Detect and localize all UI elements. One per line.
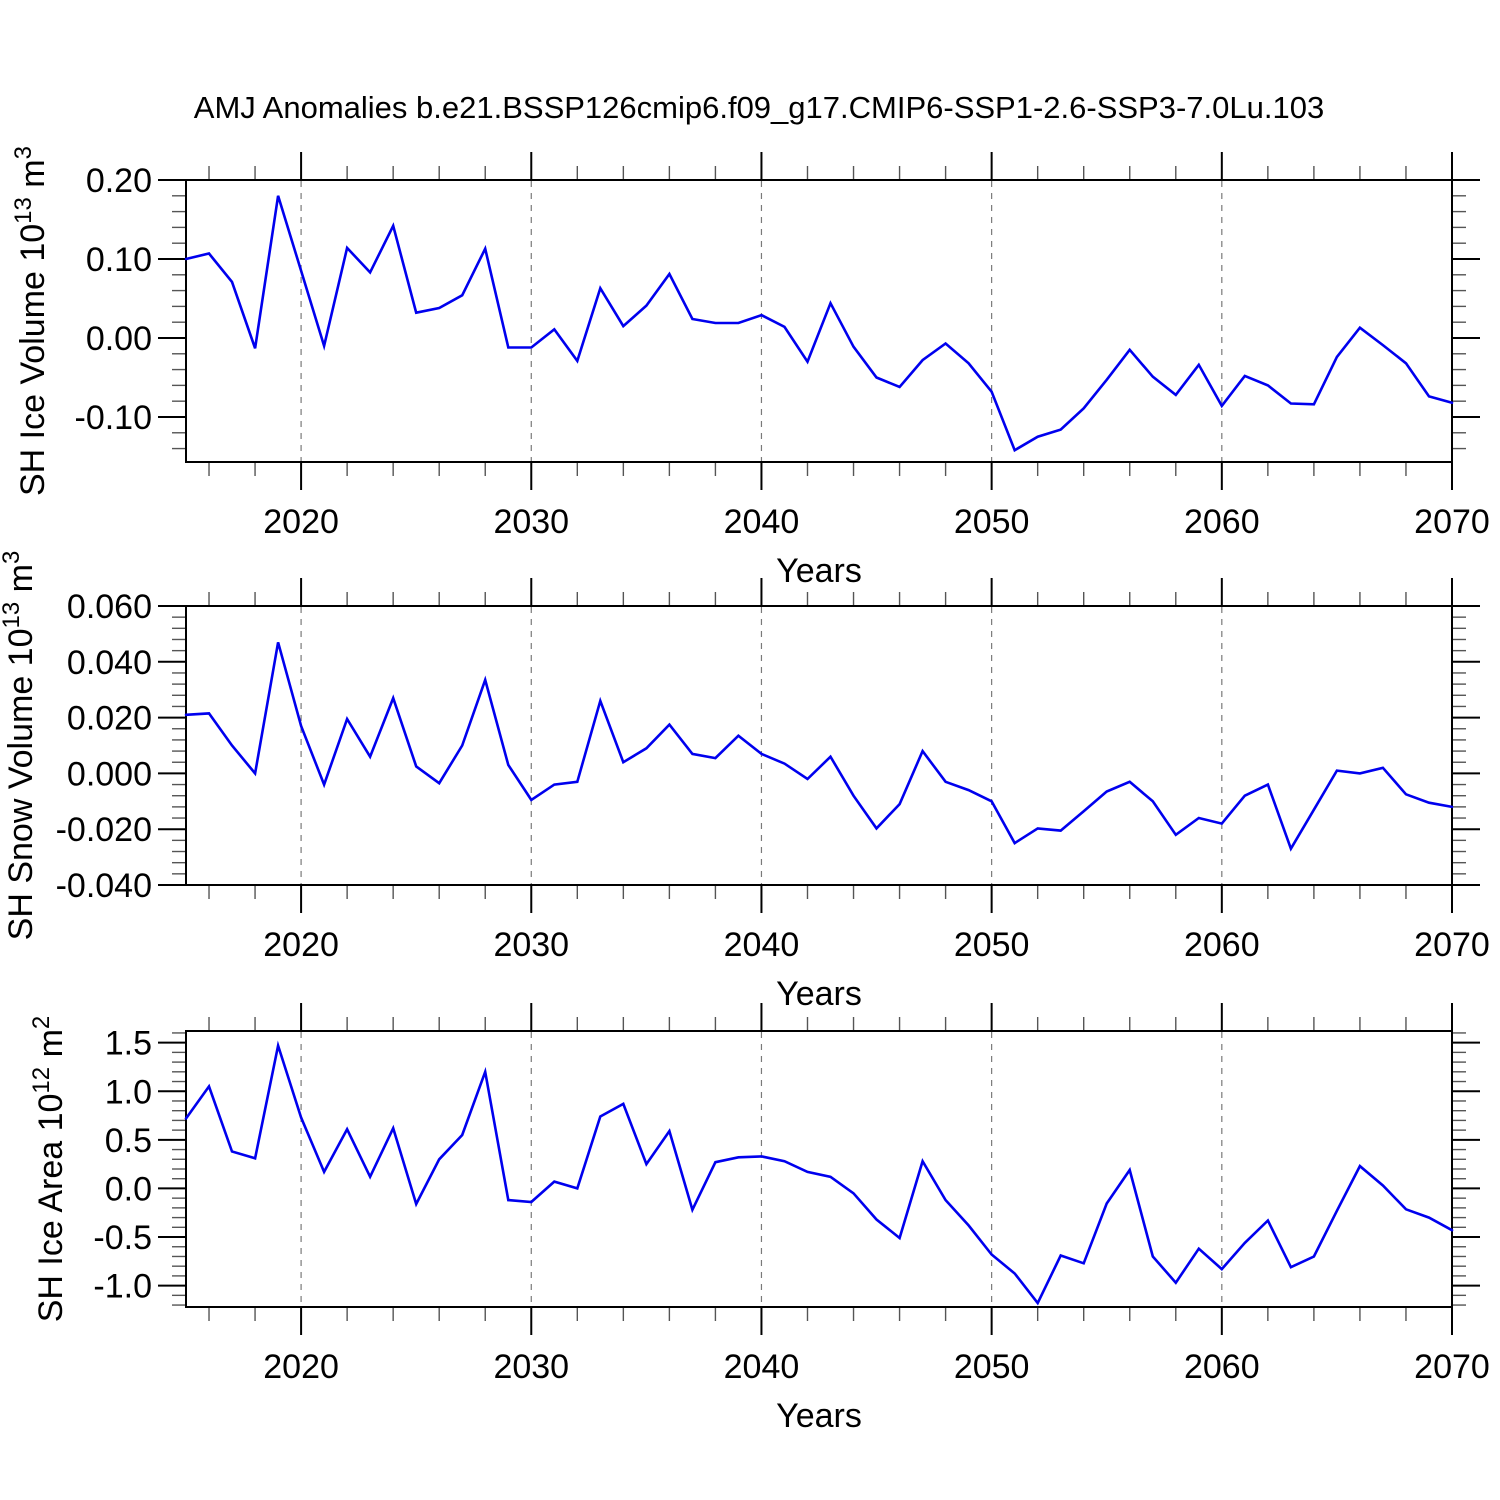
- y-tick-label: -0.040: [56, 867, 152, 905]
- x-tick-labels: 2020 2030 2040 2050 2060 2070: [263, 926, 1490, 964]
- axis-ticks: [158, 578, 1480, 913]
- axis-ticks: [158, 1003, 1480, 1335]
- chart-title: AMJ Anomalies b.e21.BSSP126cmip6.f09_g17…: [194, 90, 1324, 125]
- y-tick-label: 1.0: [105, 1073, 152, 1111]
- x-tick-label: 2060: [1184, 503, 1260, 541]
- y-tick-labels: 0.060 0.040 0.020 0.000 -0.020 -0.040: [56, 588, 152, 905]
- x-tick-labels: 2020 2030 2040 2050 2060 2070: [263, 503, 1490, 541]
- y-tick-label: 0.5: [105, 1122, 152, 1160]
- x-tick-label: 2020: [263, 926, 339, 964]
- panels-container: 0.20 0.10 0.00 -0.10 2020 2030 2040 2050 2060 207…: [0, 146, 1490, 1435]
- y-tick-label: -0.5: [93, 1219, 152, 1257]
- x-tick-label: 2040: [724, 926, 800, 964]
- gridlines: [300, 181, 1223, 461]
- y-axis-title: SH Snow Volume 1013 m3: [0, 551, 40, 941]
- y-tick-label: 0.10: [86, 241, 152, 279]
- axis-ticks: [158, 152, 1480, 490]
- x-tick-label: 2020: [263, 503, 339, 541]
- y-axis-title: SH Ice Area 1012 m2: [28, 1016, 70, 1323]
- x-tick-label: 2030: [493, 926, 569, 964]
- y-tick-label: -0.10: [75, 399, 153, 437]
- y-tick-label: 0.0: [105, 1170, 152, 1208]
- y-tick-label: 0.040: [67, 644, 152, 682]
- y-tick-label: 0.020: [67, 700, 152, 738]
- series-line: [184, 641, 1454, 852]
- x-axis-title: Years: [776, 552, 862, 590]
- series-line: [184, 195, 1454, 453]
- series-line: [184, 1040, 1454, 1306]
- x-tick-label: 2050: [954, 926, 1030, 964]
- x-tick-label: 2070: [1414, 503, 1490, 541]
- panel-3: 1.5 1.0 0.5 0.0 -0.5 -1.0 2020 2030 2040 2050 2060…: [28, 1003, 1490, 1435]
- y-axis-title: SH Ice Volume 1013 m3: [10, 146, 52, 496]
- x-tick-label: 2040: [724, 503, 800, 541]
- y-tick-labels: 0.20 0.10 0.00 -0.10: [75, 162, 153, 437]
- y-tick-label: 0.00: [86, 320, 152, 358]
- x-tick-label: 2040: [724, 1348, 800, 1386]
- panel-border: [185, 179, 1453, 463]
- y-tick-label: -0.020: [56, 811, 152, 849]
- panel-border: [185, 605, 1453, 886]
- gridlines: [300, 1032, 1223, 1306]
- x-tick-label: 2060: [1184, 926, 1260, 964]
- x-axis-title: Years: [776, 975, 862, 1013]
- x-tick-label: 2020: [263, 1348, 339, 1386]
- x-tick-label: 2050: [954, 1348, 1030, 1386]
- y-tick-label: 0.000: [67, 755, 152, 793]
- x-tick-label: 2070: [1414, 1348, 1490, 1386]
- x-axis-title: Years: [776, 1397, 862, 1435]
- x-tick-label: 2030: [493, 1348, 569, 1386]
- y-tick-label: 0.20: [86, 162, 152, 200]
- panel-1: 0.20 0.10 0.00 -0.10 2020 2030 2040 2050 2060 207…: [10, 146, 1490, 590]
- x-tick-label: 2030: [493, 503, 569, 541]
- x-tick-label: 2050: [954, 503, 1030, 541]
- panel-2: 0.060 0.040 0.020 0.000 -0.020 -0.040 2020 2030…: [0, 551, 1490, 1013]
- x-tick-label: 2070: [1414, 926, 1490, 964]
- gridlines: [300, 607, 1223, 884]
- y-tick-labels: 1.5 1.0 0.5 0.0 -0.5 -1.0: [93, 1025, 152, 1306]
- panel-border: [185, 1030, 1453, 1308]
- y-tick-label: 0.060: [67, 588, 152, 626]
- x-tick-label: 2060: [1184, 1348, 1260, 1386]
- y-tick-label: 1.5: [105, 1025, 152, 1063]
- y-tick-label: -1.0: [93, 1268, 152, 1306]
- x-tick-labels: 2020 2030 2040 2050 2060 2070: [263, 1348, 1490, 1386]
